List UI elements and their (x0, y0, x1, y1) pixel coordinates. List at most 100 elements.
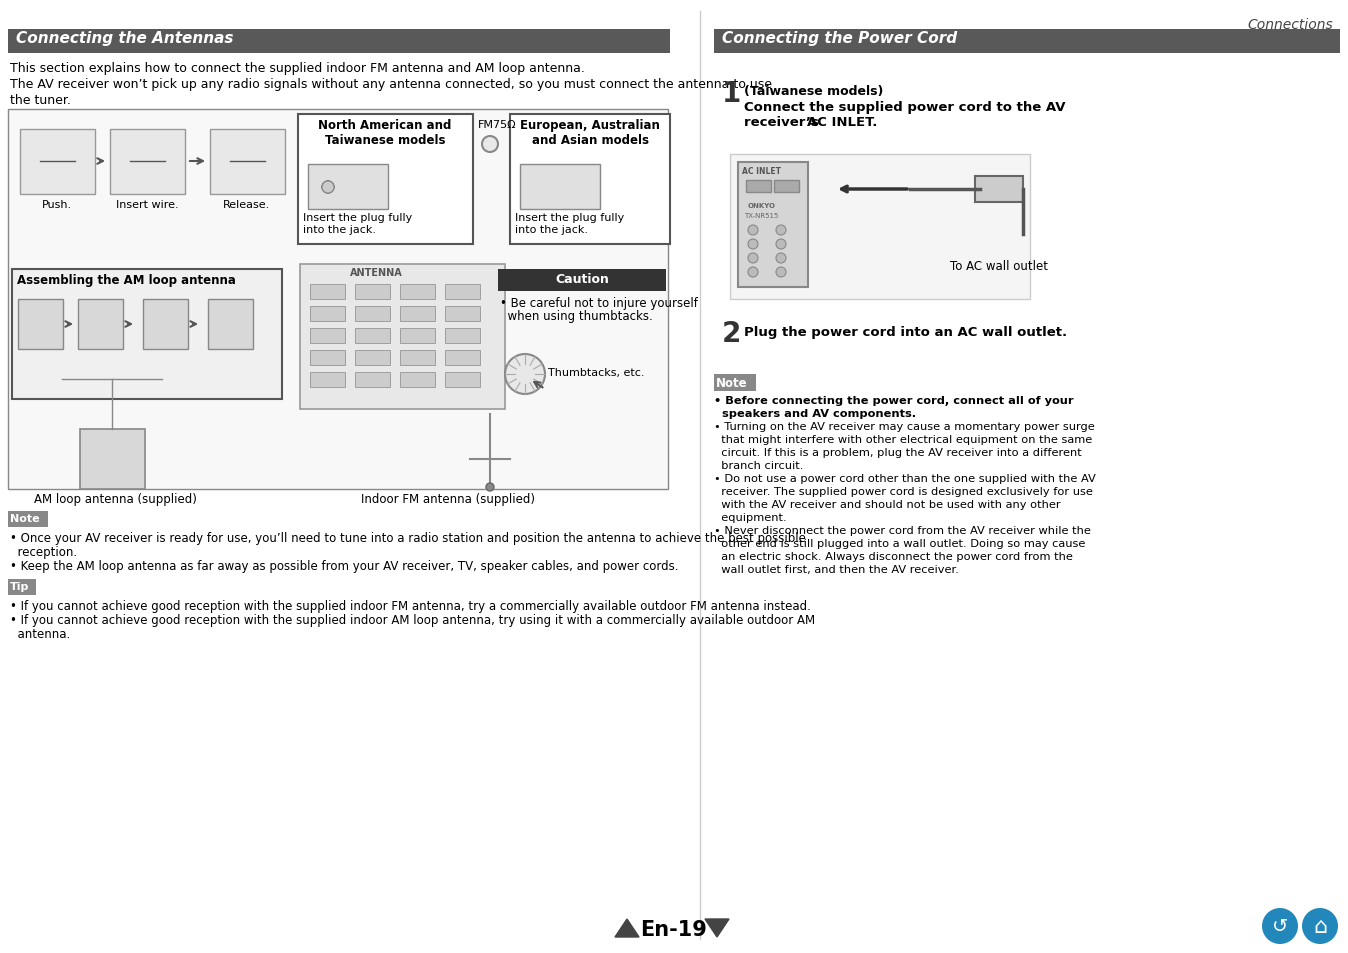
Text: receiver’s: receiver’s (744, 116, 824, 129)
Text: Note: Note (9, 514, 39, 523)
Circle shape (748, 240, 758, 250)
Bar (745, 181, 771, 193)
Text: ONKYO: ONKYO (748, 203, 776, 209)
Bar (8, 579, 36, 596)
Bar (975, 177, 1023, 203)
Circle shape (322, 182, 334, 193)
Bar (20, 130, 94, 194)
Circle shape (322, 182, 334, 193)
Text: Connecting the Power Cord: Connecting the Power Cord (723, 30, 957, 46)
Text: AC INLET: AC INLET (741, 167, 780, 175)
Text: • Be careful not to injure yourself: • Be careful not to injure yourself (500, 296, 698, 310)
Text: into the jack.: into the jack. (515, 225, 588, 234)
Circle shape (322, 182, 334, 193)
Circle shape (748, 226, 758, 235)
Text: the tuner.: the tuner. (9, 94, 71, 107)
Bar (307, 165, 388, 210)
Text: Caution: Caution (555, 273, 609, 286)
Circle shape (483, 137, 497, 152)
Text: Insert the plug fully: Insert the plug fully (515, 213, 624, 223)
Polygon shape (615, 919, 639, 937)
Text: reception.: reception. (9, 545, 77, 558)
Text: ↺: ↺ (1271, 917, 1289, 936)
Bar (355, 329, 390, 344)
Text: • Do not use a power cord other than the one supplied with the AV: • Do not use a power cord other than the… (714, 474, 1096, 483)
Text: The AV receiver won’t pick up any radio signals without any antenna connected, s: The AV receiver won’t pick up any radio … (9, 78, 772, 91)
Text: Connecting the Antennas: Connecting the Antennas (16, 30, 233, 46)
Text: circuit. If this is a problem, plug the AV receiver into a different: circuit. If this is a problem, plug the … (714, 448, 1081, 457)
Text: En-19: En-19 (640, 919, 708, 939)
Text: receiver. The supplied power cord is designed exclusively for use: receiver. The supplied power cord is des… (714, 486, 1093, 497)
Text: Thumbtacks, etc.: Thumbtacks, etc. (549, 368, 644, 377)
Bar (310, 307, 345, 322)
Text: Release.: Release. (224, 200, 271, 210)
Text: • Never disconnect the power cord from the AV receiver while the: • Never disconnect the power cord from t… (714, 525, 1091, 536)
Text: branch circuit.: branch circuit. (714, 460, 803, 471)
Bar (78, 299, 123, 350)
Text: • If you cannot achieve good reception with the supplied indoor FM antenna, try : • If you cannot achieve good reception w… (9, 599, 811, 613)
Text: (Taiwanese models): (Taiwanese models) (744, 85, 883, 98)
Bar (400, 329, 435, 344)
Text: 2: 2 (723, 319, 741, 348)
Text: To AC wall outlet: To AC wall outlet (950, 260, 1047, 273)
Circle shape (776, 240, 786, 250)
Bar (111, 130, 185, 194)
Bar (731, 154, 1030, 299)
Text: antenna.: antenna. (9, 627, 70, 640)
Bar (510, 115, 670, 245)
Bar (445, 329, 480, 344)
Text: Tip: Tip (9, 581, 30, 592)
Circle shape (776, 268, 786, 277)
Bar (400, 285, 435, 299)
Text: equipment.: equipment. (714, 513, 787, 522)
Bar (520, 165, 600, 210)
Bar (355, 285, 390, 299)
Bar (210, 130, 284, 194)
Bar (310, 351, 345, 366)
Bar (714, 30, 1340, 54)
Text: speakers and AV components.: speakers and AV components. (714, 409, 917, 418)
Text: that might interfere with other electrical equipment on the same: that might interfere with other electric… (714, 435, 1092, 444)
Bar (310, 373, 345, 388)
Bar (400, 373, 435, 388)
Text: Insert the plug fully: Insert the plug fully (303, 213, 412, 223)
Bar (714, 375, 756, 392)
Bar (445, 351, 480, 366)
Text: wall outlet first, and then the AV receiver.: wall outlet first, and then the AV recei… (714, 564, 958, 575)
Bar (497, 270, 666, 292)
Text: This section explains how to connect the supplied indoor FM antenna and AM loop : This section explains how to connect the… (9, 62, 585, 75)
Bar (8, 512, 49, 527)
Text: AM loop antenna (supplied): AM loop antenna (supplied) (34, 493, 197, 505)
Bar (355, 307, 390, 322)
Bar (355, 373, 390, 388)
Text: Indoor FM antenna (supplied): Indoor FM antenna (supplied) (361, 493, 535, 505)
Bar (208, 299, 253, 350)
Bar (445, 373, 480, 388)
Text: ANTENNA: ANTENNA (350, 268, 403, 277)
Bar (143, 299, 187, 350)
Polygon shape (705, 919, 729, 937)
Circle shape (506, 355, 545, 395)
Text: ⌂: ⌂ (1313, 916, 1326, 936)
Text: Push.: Push. (42, 200, 71, 210)
Bar (400, 307, 435, 322)
Text: 1: 1 (723, 80, 741, 108)
Circle shape (1262, 908, 1298, 944)
Text: European, Australian
and Asian models: European, Australian and Asian models (520, 119, 661, 147)
Bar (445, 307, 480, 322)
Text: North American and
Taiwanese models: North American and Taiwanese models (318, 119, 452, 147)
Text: when using thumbtacks.: when using thumbtacks. (500, 310, 652, 323)
Circle shape (776, 226, 786, 235)
Text: • Keep the AM loop antenna as far away as possible from your AV receiver, TV, sp: • Keep the AM loop antenna as far away a… (9, 559, 678, 573)
Circle shape (322, 182, 334, 193)
Text: • If you cannot achieve good reception with the supplied indoor AM loop antenna,: • If you cannot achieve good reception w… (9, 614, 816, 626)
Bar (18, 299, 63, 350)
Circle shape (776, 253, 786, 264)
Bar (310, 285, 345, 299)
Text: • Before connecting the power cord, connect all of your: • Before connecting the power cord, conn… (714, 395, 1073, 406)
Text: other end is still plugged into a wall outlet. Doing so may cause: other end is still plugged into a wall o… (714, 538, 1085, 548)
Text: Connect the supplied power cord to the AV: Connect the supplied power cord to the A… (744, 101, 1065, 113)
Text: Connections: Connections (1247, 18, 1333, 32)
Bar (737, 163, 807, 288)
Circle shape (748, 268, 758, 277)
